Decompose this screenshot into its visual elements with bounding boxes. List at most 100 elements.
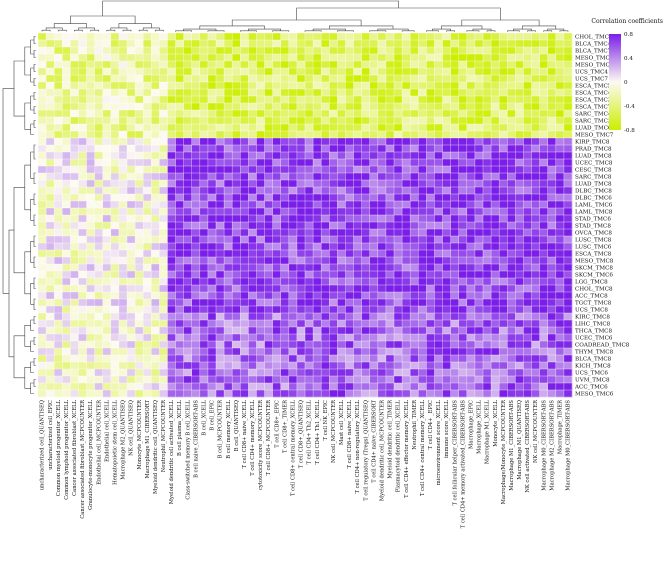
- heatmap-cell: [207, 271, 217, 279]
- heatmap-cell: [515, 215, 524, 223]
- heatmap-cell: [54, 257, 63, 265]
- heatmap-cell: [86, 355, 95, 363]
- heatmap-cell: [102, 215, 112, 223]
- heatmap-cell: [499, 376, 508, 384]
- heatmap-cell: [353, 33, 362, 41]
- heatmap-cell: [458, 180, 468, 188]
- heatmap-cell: [199, 215, 209, 223]
- heatmap-cell: [394, 229, 403, 237]
- heatmap-cell: [434, 138, 443, 146]
- heatmap-cell: [450, 208, 460, 216]
- heatmap-cell: [523, 292, 532, 300]
- heatmap-cell: [507, 362, 516, 370]
- heatmap-cell: [394, 250, 403, 258]
- heatmap-cell: [321, 285, 330, 293]
- dendrogram-branch: [33, 214, 36, 226]
- heatmap-cell: [402, 40, 411, 48]
- heatmap-cell: [345, 376, 354, 384]
- heatmap-cell: [256, 103, 265, 111]
- heatmap-cell: [272, 341, 282, 349]
- heatmap-cell: [450, 138, 460, 146]
- heatmap-cell: [458, 222, 468, 230]
- heatmap-cell: [272, 313, 282, 321]
- heatmap-cell: [272, 187, 282, 195]
- heatmap-cell: [86, 68, 95, 76]
- heatmap-cell: [361, 117, 371, 125]
- heatmap-cell: [442, 278, 451, 286]
- heatmap-cell: [288, 313, 298, 321]
- heatmap-cell: [507, 334, 516, 342]
- heatmap-cell: [410, 278, 419, 286]
- heatmap-cell: [207, 54, 217, 62]
- heatmap-cell: [38, 229, 47, 237]
- heatmap-cell: [458, 383, 468, 391]
- heatmap-cell: [240, 320, 249, 328]
- column-label: Endothelial cell_MCPCOUNTER: [96, 399, 102, 485]
- heatmap-cell: [46, 313, 55, 321]
- row-label: UCS_TMC4: [575, 69, 608, 75]
- heatmap-cell: [361, 299, 371, 307]
- heatmap-cell: [410, 201, 419, 209]
- heatmap-cell: [426, 278, 435, 286]
- heatmap-cell: [321, 159, 330, 167]
- heatmap-cell: [118, 383, 128, 391]
- heatmap-cell: [547, 390, 557, 398]
- heatmap-cell: [86, 215, 95, 223]
- heatmap-cell: [38, 201, 47, 209]
- heatmap-cell: [151, 208, 160, 216]
- heatmap-cell: [329, 271, 338, 279]
- heatmap-cell: [474, 243, 484, 251]
- heatmap-cell: [394, 327, 403, 335]
- heatmap-cell: [426, 96, 435, 104]
- heatmap-cell: [442, 243, 451, 251]
- heatmap-cell: [216, 215, 225, 223]
- heatmap-cell: [264, 285, 273, 293]
- heatmap-cell: [240, 194, 249, 202]
- heatmap-cell: [434, 33, 443, 41]
- heatmap-cell: [563, 348, 573, 356]
- heatmap-cell: [207, 334, 217, 342]
- heatmap-cell: [38, 180, 47, 188]
- heatmap-cell: [394, 362, 403, 370]
- dendrogram-branch: [329, 25, 394, 30]
- heatmap-cell: [458, 362, 468, 370]
- heatmap-cell: [321, 376, 330, 384]
- dendrogram-branch: [30, 241, 34, 263]
- heatmap-cell: [385, 110, 395, 118]
- column-label: T cell CD4+ non-regulatory_XCELL: [355, 399, 361, 493]
- heatmap-cell: [248, 390, 257, 398]
- heatmap-cell: [224, 152, 233, 160]
- heatmap-cell: [46, 348, 55, 356]
- dendrogram-branch: [30, 319, 34, 331]
- heatmap-cell: [143, 257, 152, 265]
- heatmap-cell: [54, 103, 63, 111]
- heatmap-cell: [159, 348, 168, 356]
- column-label: immune score_XCELL: [444, 399, 450, 458]
- heatmap-cell: [418, 152, 427, 160]
- heatmap-cell: [426, 383, 435, 391]
- heatmap-cell: [86, 257, 95, 265]
- heatmap-cell: [450, 103, 460, 111]
- heatmap-cell: [385, 187, 395, 195]
- heatmap-cell: [361, 82, 371, 90]
- heatmap-cell: [78, 215, 87, 223]
- heatmap-cell: [143, 278, 152, 286]
- heatmap-cell: [118, 187, 128, 195]
- heatmap-cell: [110, 222, 120, 230]
- heatmap-cell: [199, 75, 209, 83]
- heatmap-cell: [167, 299, 176, 307]
- heatmap-cell: [547, 159, 557, 167]
- heatmap-cell: [224, 180, 233, 188]
- dendrogram-branch: [199, 25, 265, 30]
- heatmap-cell: [321, 103, 330, 111]
- dendrogram-branch: [33, 36, 36, 44]
- heatmap-cell: [369, 257, 379, 265]
- heatmap-cell: [54, 229, 63, 237]
- heatmap-cell: [62, 327, 71, 335]
- heatmap-cell: [539, 61, 549, 69]
- heatmap-cell: [321, 82, 330, 90]
- heatmap-cell: [110, 243, 120, 251]
- heatmap-cell: [555, 152, 565, 160]
- heatmap-cell: [515, 243, 524, 251]
- heatmap-cell: [70, 348, 79, 356]
